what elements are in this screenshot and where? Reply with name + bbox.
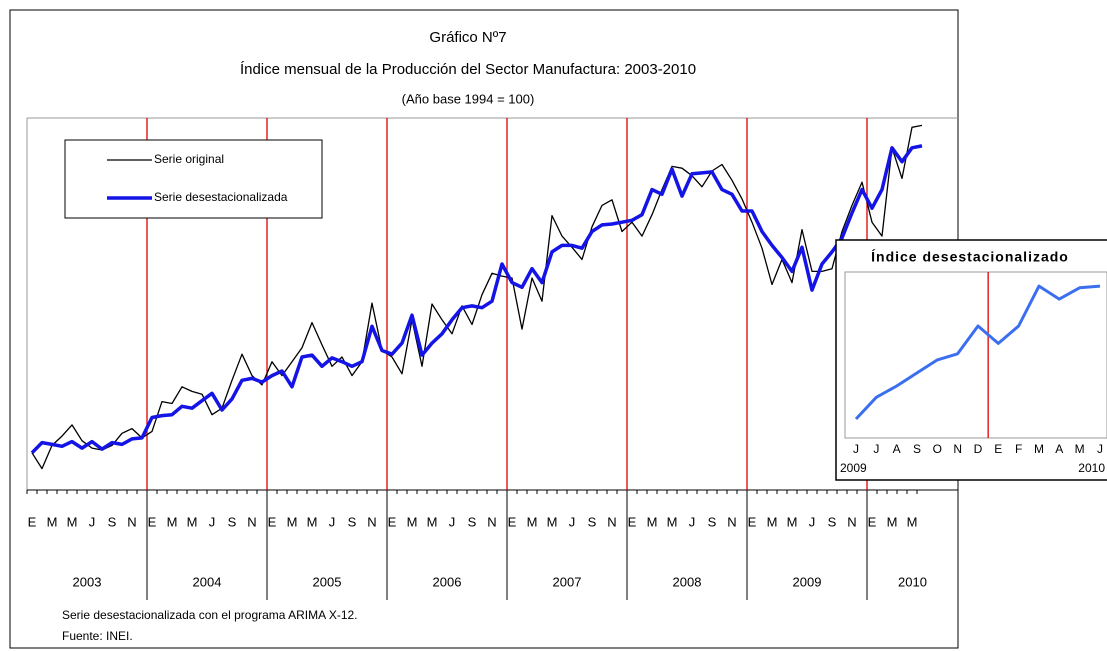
inset-x-tick-label: J [853,442,859,456]
x-tick-label: S [468,514,477,529]
legend-box [64,139,323,219]
x-tick-label: N [607,514,616,529]
inset-x-tick-label: A [1055,442,1063,456]
base-note: (Año base 1994 = 100) [402,91,535,106]
footnote: Fuente: INEI. [62,629,133,643]
inset-x-tick-label: S [913,442,921,456]
inset-x-tick-label: J [1097,442,1103,456]
legend-label: Serie original [154,152,224,166]
inset-chart: Índice desestacionalizado J J A S O N D E F M A M J2… [835,239,1107,481]
x-tick-label: M [887,514,898,529]
x-tick-label: J [89,514,96,529]
inset-year-label: 2009 [840,461,867,475]
inset-x-tick-label: J [873,442,879,456]
x-tick-label: E [868,514,877,529]
x-tick-label: E [148,514,157,529]
x-tick-label: M [287,514,298,529]
year-label: 2005 [313,574,342,589]
x-tick-label: E [268,514,277,529]
legend: Serie original Serie desestacionalizada [64,139,323,219]
inset-plot [844,271,1107,439]
x-tick-label: E [28,514,37,529]
inset-x-tick-label: D [974,442,983,456]
x-tick-label: S [108,514,117,529]
x-tick-label: M [47,514,58,529]
inset-x-tick-label: F [1015,442,1022,456]
x-tick-label: M [527,514,538,529]
x-tick-label: N [727,514,736,529]
x-tick-label: J [809,514,816,529]
year-label: 2003 [73,574,102,589]
x-tick-label: S [228,514,237,529]
inset-x-tick-label: E [994,442,1002,456]
x-tick-label: M [667,514,678,529]
x-tick-label: E [628,514,637,529]
year-label: 2007 [553,574,582,589]
series-line [31,124,923,470]
x-tick-label: M [167,514,178,529]
inset-series-line [854,284,1101,421]
x-tick-label: S [708,514,717,529]
x-tick-label: N [127,514,136,529]
series-line [30,144,923,455]
inset-year-label: 2010 [1078,461,1105,475]
x-tick-label: N [487,514,496,529]
chart-title: Gráfico Nº7 [429,29,506,46]
year-label: 2004 [193,574,222,589]
footnote: Serie desestacionalizada con el programa… [62,608,358,622]
x-tick-label: J [689,514,696,529]
x-tick-label: S [588,514,597,529]
x-tick-label: N [247,514,256,529]
x-tick-label: M [307,514,318,529]
frame [9,9,959,649]
year-label: 2008 [673,574,702,589]
x-tick-label: M [547,514,558,529]
inset-title: Índice desestacionalizado [871,249,1069,265]
x-tick-label: J [569,514,576,529]
x-tick-label: M [647,514,658,529]
x-tick-label: M [767,514,778,529]
x-tick-label: J [449,514,456,529]
inset-x-tick-label: A [893,442,901,456]
chart-subtitle: Índice mensual de la Producción del Sect… [240,61,696,78]
year-label: 2010 [898,574,927,589]
year-label: 2009 [793,574,822,589]
x-tick-label: E [388,514,397,529]
x-tick-label: E [508,514,517,529]
x-tick-label: M [67,514,78,529]
legend-label: Serie desestacionalizada [154,190,288,204]
x-tick-label: J [209,514,216,529]
x-tick-label: M [427,514,438,529]
inset-x-tick-label: O [933,442,942,456]
x-tick-label: S [828,514,837,529]
x-tick-label: N [847,514,856,529]
x-tick-label: N [367,514,376,529]
x-tick-label: S [348,514,357,529]
x-tick-label: J [329,514,336,529]
inset-x-tick-label: M [1075,442,1085,456]
x-tick-label: M [407,514,418,529]
x-tick-label: M [187,514,198,529]
x-tick-label: M [787,514,798,529]
x-tick-label: E [748,514,757,529]
year-label: 2006 [433,574,462,589]
inset-x-tick-label: N [953,442,962,456]
inset-x-tick-label: M [1034,442,1044,456]
x-tick-label: M [907,514,918,529]
